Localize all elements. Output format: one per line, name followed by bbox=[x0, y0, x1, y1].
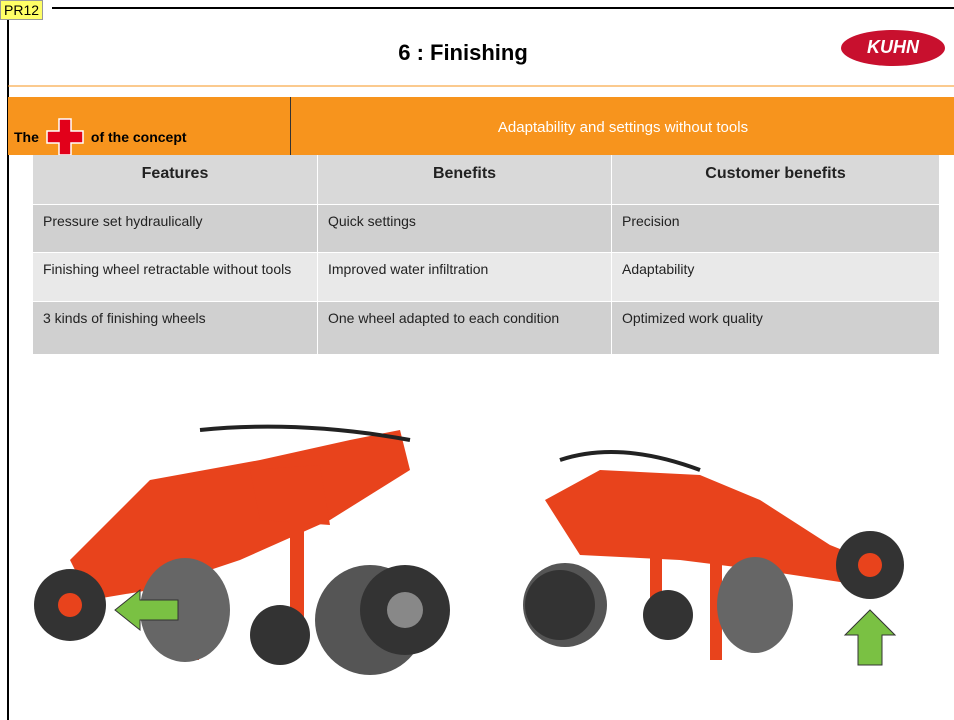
banner-label: The of the concept bbox=[14, 117, 187, 157]
banner: The of the concept Adaptability and sett… bbox=[8, 97, 954, 157]
table: Features Benefits Customer benefits Pressur… bbox=[33, 155, 940, 355]
divider bbox=[290, 97, 291, 155]
table-cell: Adaptability bbox=[612, 253, 940, 301]
table-cell: Improved water infiltration bbox=[318, 253, 612, 301]
banner-text: The bbox=[14, 129, 39, 145]
table-cell: One wheel adapted to each condition bbox=[318, 302, 612, 354]
table-cell: Pressure set hydraulically bbox=[33, 205, 318, 252]
table-cell: Precision bbox=[612, 205, 940, 252]
column-header: Features bbox=[33, 155, 318, 204]
red-cross bbox=[46, 118, 84, 156]
column-header: Benefits bbox=[318, 155, 612, 204]
slide-badge: PR12 bbox=[0, 0, 44, 20]
table-cell: 3 kinds of finishing wheels bbox=[33, 302, 318, 354]
table-cell: Finishing wheel retractable without tool… bbox=[33, 253, 318, 301]
table-cell: Quick settings bbox=[318, 205, 612, 252]
slide-title: 6 : Finishing bbox=[398, 40, 528, 65]
banner-subtitle: Adaptability and settings without tools bbox=[497, 119, 749, 136]
logo: KUHN bbox=[867, 37, 919, 57]
banner-text: of the concept bbox=[90, 129, 187, 145]
column-header: Customer benefits bbox=[612, 155, 940, 204]
table-cell: Optimized work quality bbox=[612, 302, 940, 354]
